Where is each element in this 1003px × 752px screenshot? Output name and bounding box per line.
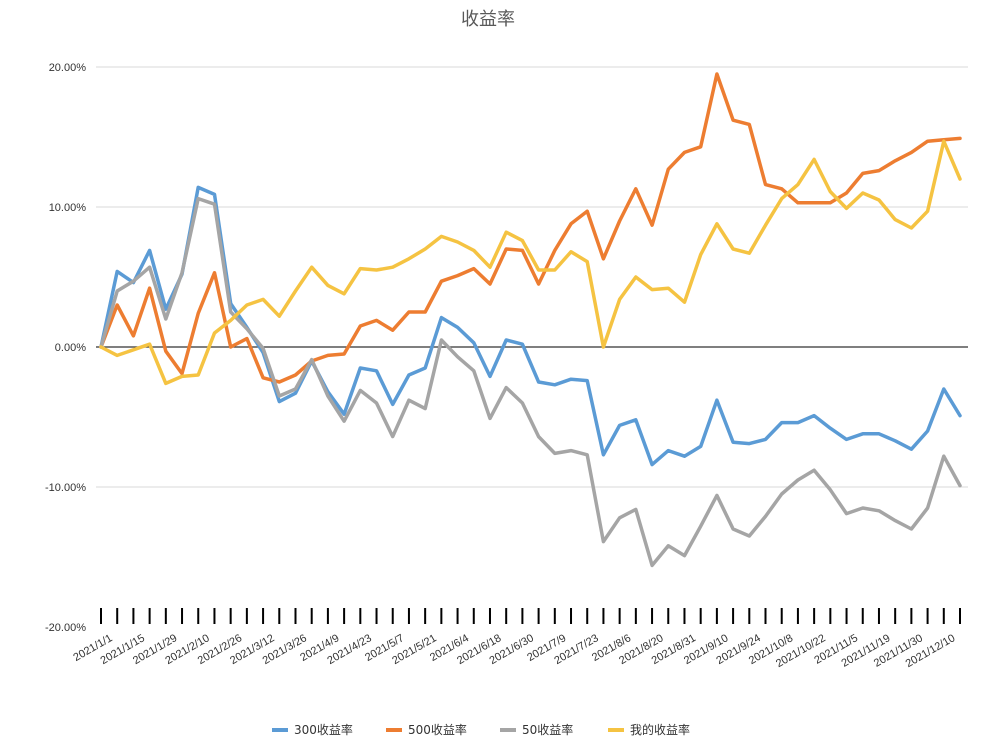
y-axis-ticks: 20.00% 10.00% 0.00% -10.00% -20.00% bbox=[45, 62, 86, 634]
series-line-2 bbox=[99, 196, 962, 568]
y-tick-label: 10.00% bbox=[49, 202, 87, 214]
series-line-1 bbox=[99, 72, 962, 384]
chart-title: 收益率 bbox=[461, 9, 515, 30]
legend-label: 我的收益率 bbox=[630, 722, 690, 737]
y-tick-label: -10.00% bbox=[45, 482, 86, 494]
y-tick-label: -20.00% bbox=[45, 622, 86, 634]
legend-label: 300收益率 bbox=[294, 722, 353, 737]
gridlines bbox=[96, 66, 968, 488]
legend: 300收益率 500收益率 50收益率 我的收益率 bbox=[272, 722, 690, 737]
series-line-0 bbox=[99, 185, 962, 467]
series-line-3 bbox=[99, 139, 962, 386]
y-tick-label: 0.00% bbox=[55, 342, 86, 354]
legend-label: 50收益率 bbox=[522, 722, 573, 737]
series-lines bbox=[99, 72, 962, 568]
y-tick-label: 20.00% bbox=[49, 62, 87, 74]
legend-label: 500收益率 bbox=[408, 722, 467, 737]
x-axis-ticks: 2021/1/12021/1/152021/1/292021/2/102021/… bbox=[71, 608, 961, 670]
